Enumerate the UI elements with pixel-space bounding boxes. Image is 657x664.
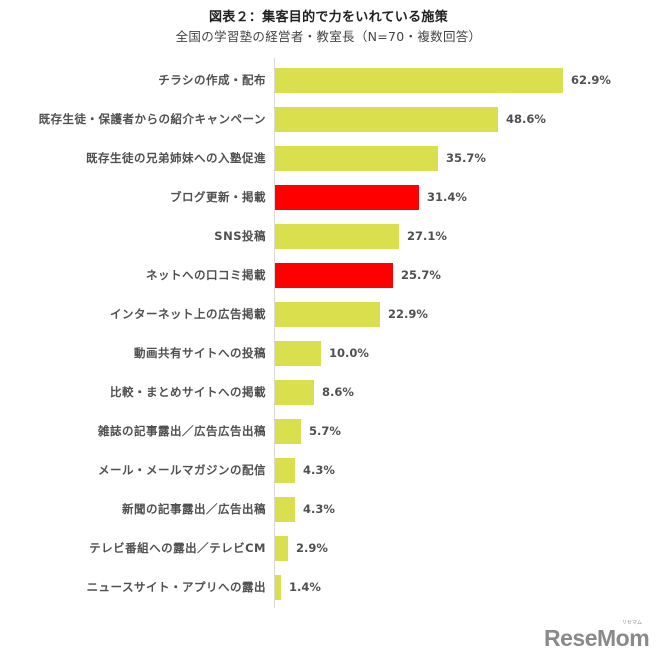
value-label: 48.6% bbox=[506, 112, 546, 126]
chart-title: 図表２：集客目的で力をいれている施策 bbox=[208, 10, 448, 25]
value-label: 8.6% bbox=[322, 385, 354, 399]
category-label: 既存生徒の兄弟姉妹への入塾促進 bbox=[86, 151, 266, 165]
bar-row: 新聞の記事露出／広告出稿 4.3% bbox=[0, 497, 657, 522]
bar bbox=[275, 458, 295, 483]
value-label: 10.0% bbox=[329, 346, 369, 360]
bar bbox=[275, 107, 498, 132]
value-label: 2.9% bbox=[296, 541, 328, 555]
bar-row: メール・メールマガジンの配信 4.3% bbox=[0, 458, 657, 483]
value-label: 1.4% bbox=[289, 580, 321, 594]
bar bbox=[275, 341, 321, 366]
bar-row: 比較・まとめサイトへの掲載 8.6% bbox=[0, 380, 657, 405]
category-label: ブログ更新・掲載 bbox=[170, 190, 266, 204]
category-label: 既存生徒・保護者からの紹介キャンペーン bbox=[38, 112, 266, 126]
bar bbox=[275, 302, 380, 327]
value-label: 62.9% bbox=[571, 73, 611, 87]
value-label: 22.9% bbox=[388, 307, 428, 321]
value-label: 5.7% bbox=[309, 424, 341, 438]
bar-row: ブログ更新・掲載 31.4% bbox=[0, 185, 657, 210]
value-label: 4.3% bbox=[303, 502, 335, 516]
category-label: SNS投稿 bbox=[214, 229, 266, 243]
bar bbox=[275, 419, 301, 444]
bar-row: チラシの作成・配布 62.9% bbox=[0, 68, 657, 93]
category-label: 雑誌の記事露出／広告広告出稿 bbox=[98, 424, 266, 438]
category-label: テレビ番組への露出／テレビCM bbox=[89, 541, 266, 555]
category-label: 新聞の記事露出／広告出稿 bbox=[122, 502, 266, 516]
bar bbox=[275, 146, 438, 171]
y-axis-line bbox=[274, 58, 275, 608]
category-label: ニュースサイト・アプリへの露出 bbox=[86, 580, 266, 594]
category-label: チラシの作成・配布 bbox=[158, 73, 266, 87]
bar-row: 動画共有サイトへの投稿 10.0% bbox=[0, 341, 657, 366]
bar-row: ネットへの口コミ掲載 25.7% bbox=[0, 263, 657, 288]
bar-row: インターネット上の広告掲載 22.9% bbox=[0, 302, 657, 327]
value-label: 25.7% bbox=[401, 268, 441, 282]
category-label: インターネット上の広告掲載 bbox=[110, 307, 266, 321]
bar bbox=[275, 497, 295, 522]
category-label: 比較・まとめサイトへの掲載 bbox=[110, 385, 266, 399]
category-label: ネットへの口コミ掲載 bbox=[146, 268, 266, 282]
category-label: 動画共有サイトへの投稿 bbox=[134, 346, 266, 360]
resemom-logo-ruby: リセマム bbox=[622, 620, 643, 626]
bar bbox=[275, 536, 288, 561]
bar-row: 既存生徒の兄弟姉妹への入塾促進 35.7% bbox=[0, 146, 657, 171]
value-label: 27.1% bbox=[407, 229, 447, 243]
value-label: 35.7% bbox=[446, 151, 486, 165]
bar-row: 雑誌の記事露出／広告広告出稿 5.7% bbox=[0, 419, 657, 444]
bar bbox=[275, 380, 314, 405]
chart-subtitle: 全国の学習塾の経営者・教室長（N=70・複数回答） bbox=[175, 29, 482, 44]
resemom-logo: ReseMom bbox=[544, 625, 650, 651]
bar-row: SNS投稿 27.1% bbox=[0, 224, 657, 249]
bar-row: 既存生徒・保護者からの紹介キャンペーン 48.6% bbox=[0, 107, 657, 132]
bar bbox=[275, 68, 563, 93]
bar-row: テレビ番組への露出／テレビCM 2.9% bbox=[0, 536, 657, 561]
bar-highlighted bbox=[275, 263, 393, 288]
bar-row: ニュースサイト・アプリへの露出 1.4% bbox=[0, 575, 657, 600]
bar bbox=[275, 575, 281, 600]
bar bbox=[275, 224, 399, 249]
bar-highlighted bbox=[275, 185, 419, 210]
value-label: 4.3% bbox=[303, 463, 335, 477]
category-label: メール・メールマガジンの配信 bbox=[98, 463, 266, 477]
value-label: 31.4% bbox=[427, 190, 467, 204]
